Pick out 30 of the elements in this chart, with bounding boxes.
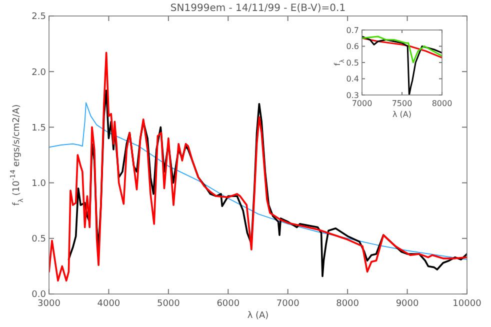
y-tick-label: 0.5: [346, 58, 359, 68]
x-tick-label: 10000: [452, 299, 482, 309]
y-tick-label: 1.5: [32, 123, 46, 134]
y-tick-label: 0.6: [346, 42, 359, 52]
y-tick-label: 2.5: [32, 12, 46, 22]
chart-title: SN1999em - 14/11/99 - E(B-V)=0.1: [170, 3, 346, 14]
x-tick-label: 7000: [352, 99, 372, 108]
line-series: [362, 37, 442, 58]
x-tick-label: 8000: [432, 99, 452, 108]
x-tick-label: 7000: [276, 299, 300, 309]
y-tick-label: 0.0: [32, 290, 46, 300]
x-tick-label: 3000: [38, 299, 61, 309]
x-tick-label: 9000: [396, 299, 420, 309]
y-tick-label: 2.0: [32, 68, 46, 78]
x-tick-label: 4000: [97, 299, 120, 309]
line-series: [49, 52, 467, 282]
line-series: [362, 36, 442, 64]
line-series: [49, 102, 467, 260]
x-tick-label: 8000: [336, 299, 360, 309]
y-tick-label: 0.5: [32, 234, 46, 245]
y-tick-label: 0.3: [346, 90, 359, 100]
y-tick-label: 1.0: [32, 178, 46, 189]
y-tick-label: 0.7: [346, 26, 359, 35]
x-axis-title: λ (A): [247, 311, 269, 321]
line-series: [362, 36, 442, 95]
x-axis-title: λ (A): [392, 110, 412, 119]
x-tick-label: 7500: [392, 99, 412, 108]
x-tick-label: 6000: [216, 299, 240, 309]
x-tick-label: 5000: [156, 299, 180, 309]
y-tick-label: 0.4: [346, 74, 359, 84]
